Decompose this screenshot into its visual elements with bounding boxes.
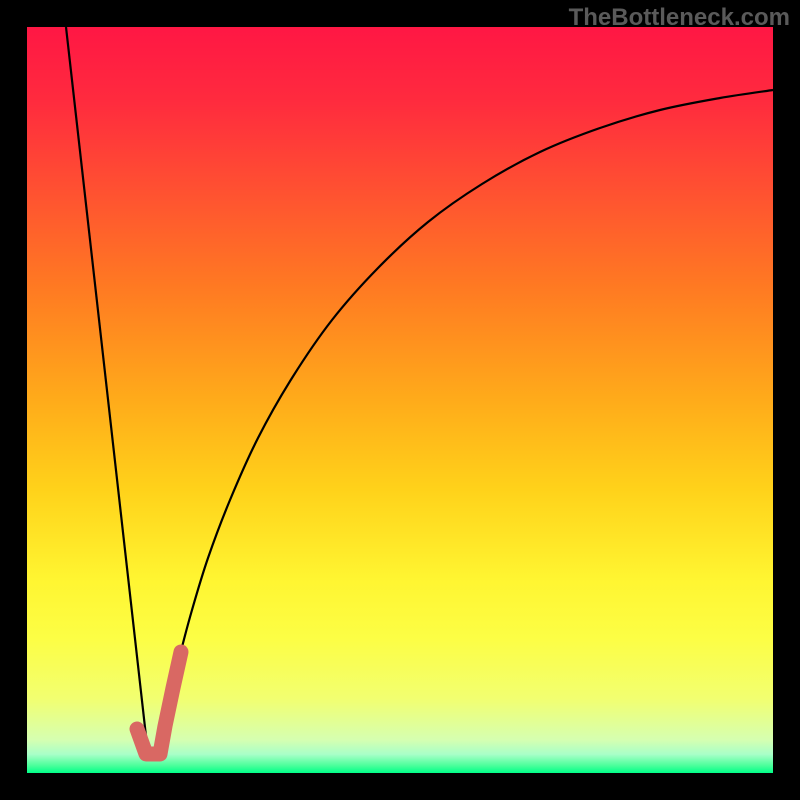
- plot-background: [27, 27, 773, 773]
- watermark-text: TheBottleneck.com: [569, 4, 790, 32]
- chart-container: TheBottleneck.com: [0, 0, 800, 800]
- bottleneck-chart: [0, 0, 800, 800]
